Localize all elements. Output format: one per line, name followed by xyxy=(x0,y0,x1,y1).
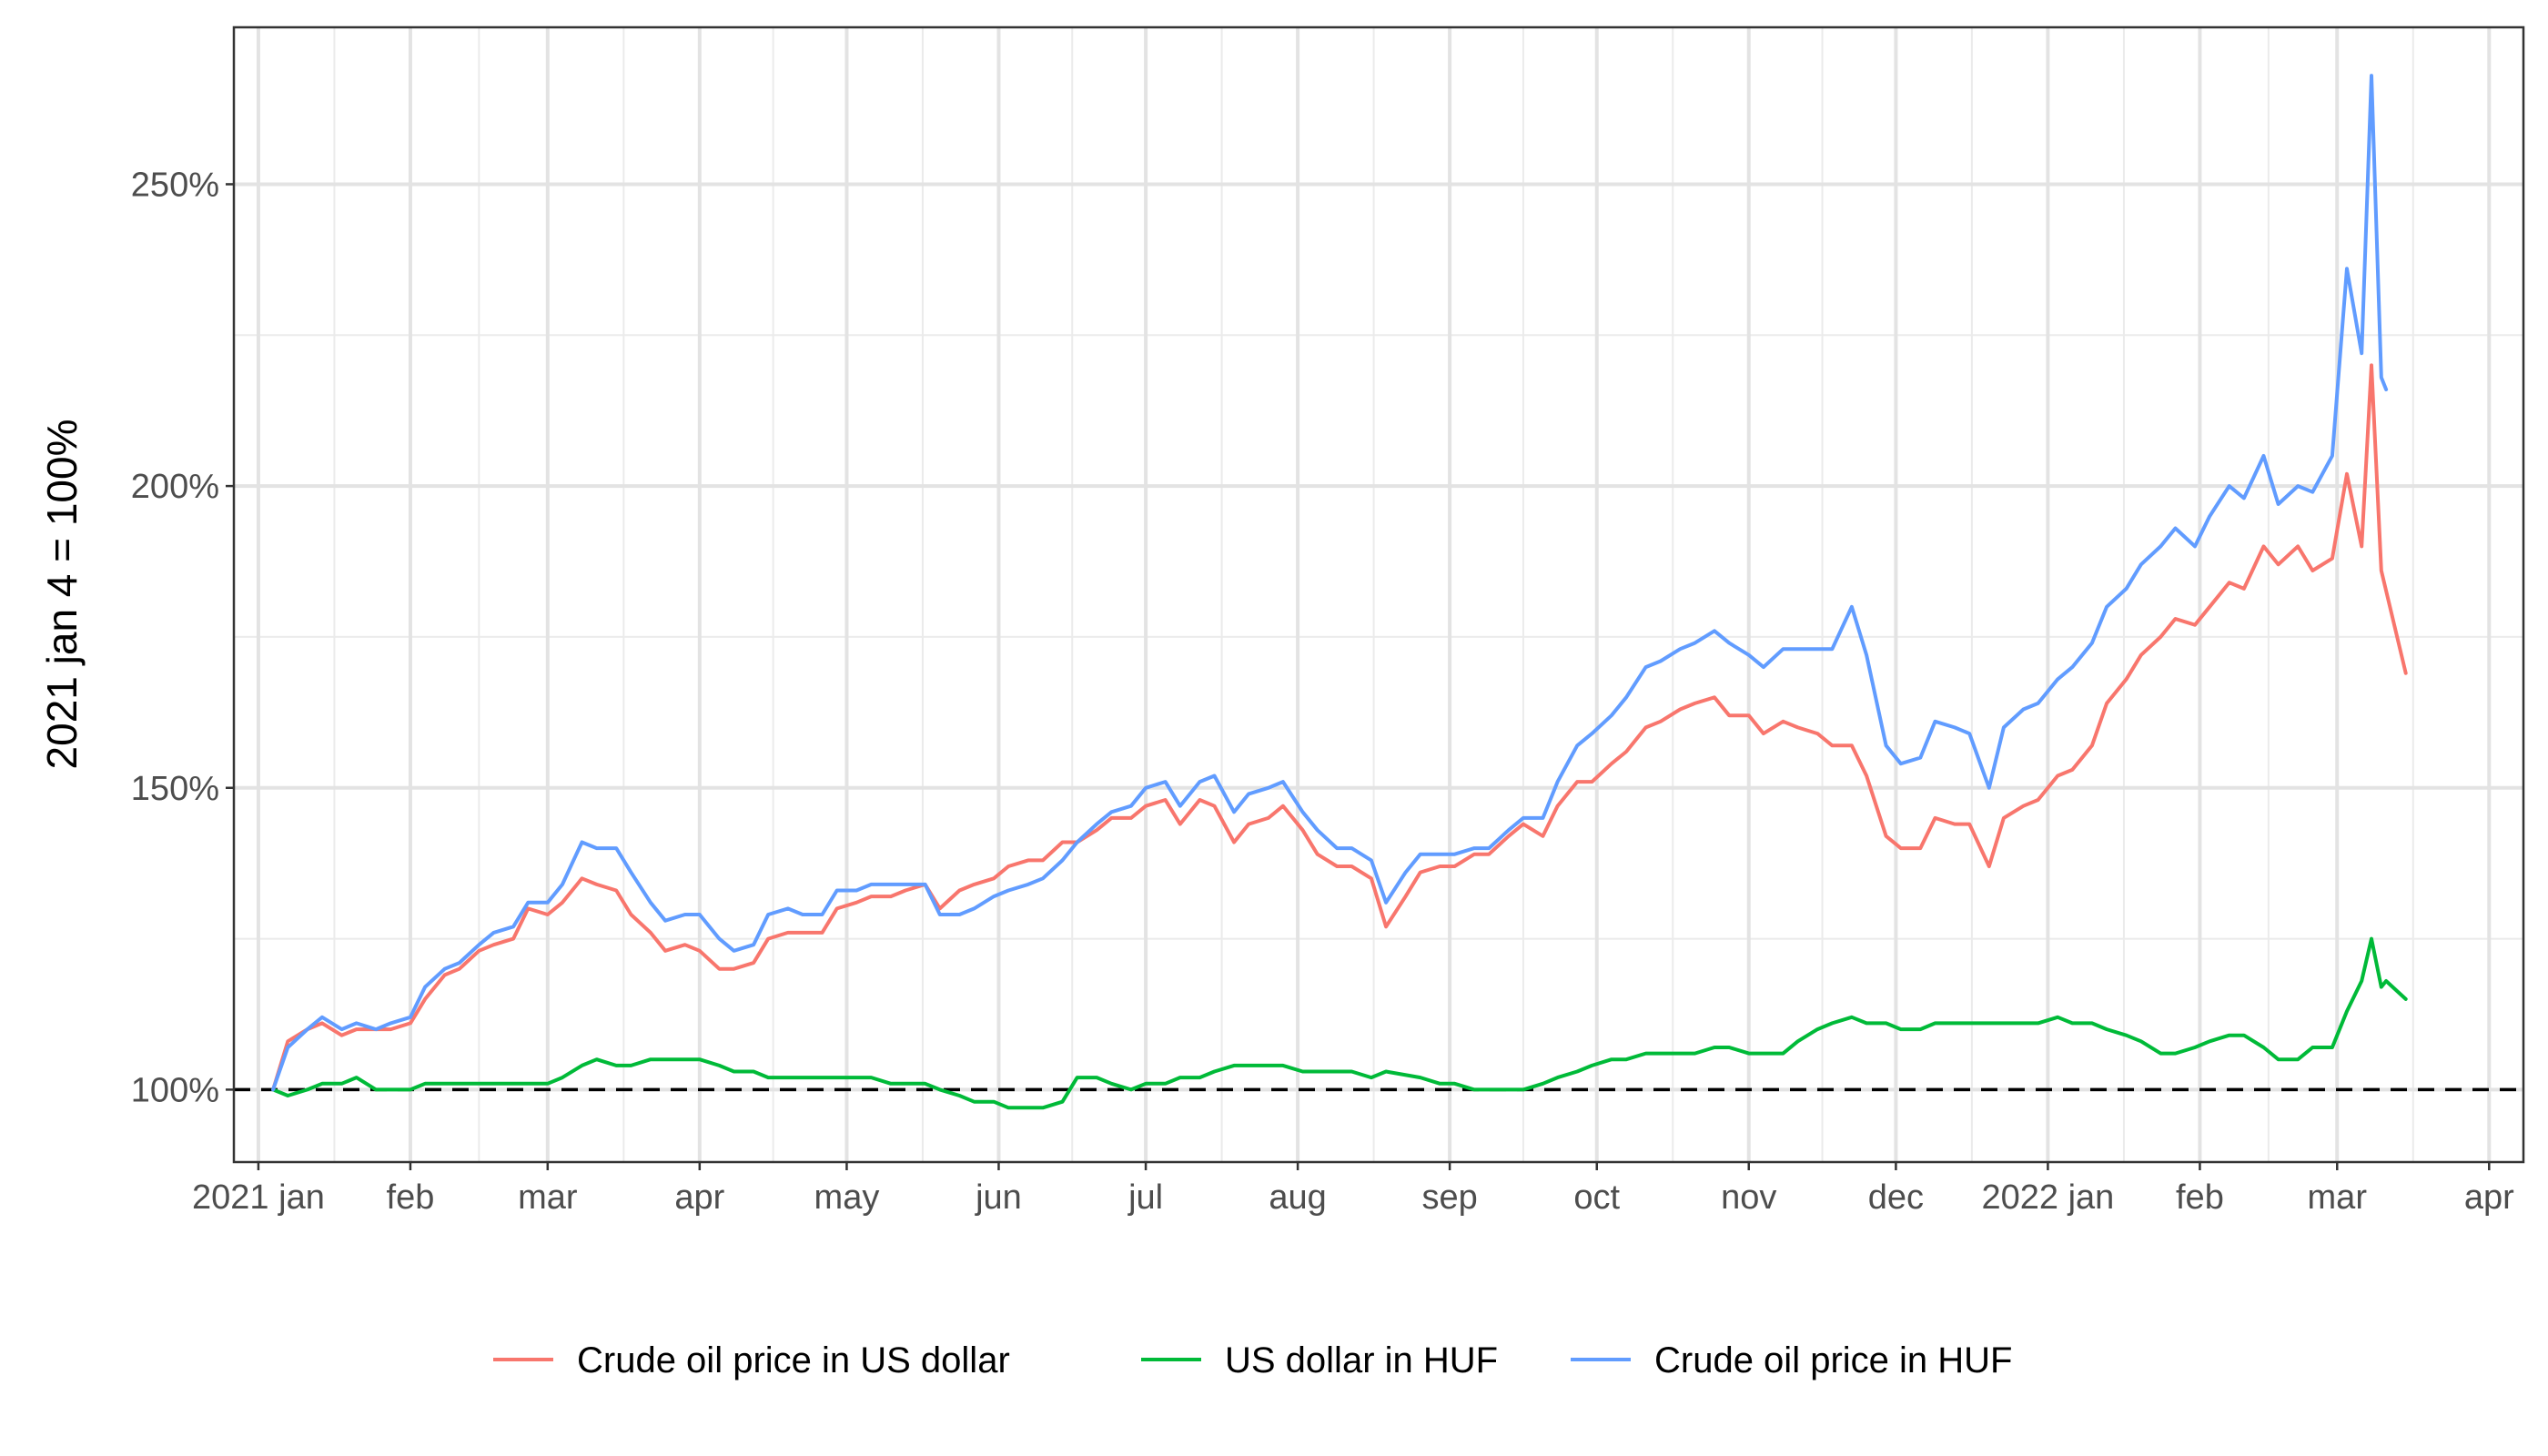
grid-minor xyxy=(234,27,2523,1162)
x-tick-label: jun xyxy=(975,1178,1022,1217)
plot-background xyxy=(234,27,2523,1162)
x-tick-label: mar xyxy=(2308,1178,2368,1217)
y-axis: 100% 150% 200% 250% xyxy=(131,166,234,1109)
x-tick-label: jul xyxy=(1127,1178,1163,1217)
series-line-2 xyxy=(271,936,2408,1110)
legend: Crude oil price in US dollar US dollar in… xyxy=(493,1340,2012,1380)
x-tick-label: oct xyxy=(1573,1178,1620,1217)
series-lines xyxy=(271,74,2408,1110)
x-tick-label: aug xyxy=(1269,1178,1326,1217)
y-axis-title: 2021 jan 4 = 100% xyxy=(38,420,86,770)
y-tick-label: 150% xyxy=(131,770,219,808)
legend-item: Crude oil price in HUF xyxy=(1571,1340,2012,1380)
legend-label: Crude oil price in US dollar xyxy=(577,1340,1010,1380)
x-tick-label: apr xyxy=(674,1178,724,1217)
legend-label: US dollar in HUF xyxy=(1225,1340,1498,1380)
x-tick-label: 2022 jan xyxy=(1981,1178,2114,1217)
legend-label: Crude oil price in HUF xyxy=(1654,1340,2012,1380)
grid-major xyxy=(234,27,2523,1162)
legend-item: US dollar in HUF xyxy=(1141,1340,1498,1380)
x-tick-label: sep xyxy=(1421,1178,1477,1217)
legend-item: Crude oil price in US dollar xyxy=(493,1340,1010,1380)
x-tick-label: feb xyxy=(2176,1178,2224,1217)
x-tick-label: nov xyxy=(1721,1178,1776,1217)
y-tick-label: 250% xyxy=(131,166,219,204)
x-tick-label: feb xyxy=(387,1178,435,1217)
x-tick-label: apr xyxy=(2464,1178,2514,1217)
x-tick-label: mar xyxy=(518,1178,578,1217)
x-tick-label: 2021 jan xyxy=(192,1178,325,1217)
x-axis: 2021 jan feb mar apr may jun jul aug sep oct nov de… xyxy=(192,1162,2514,1217)
plot-panel-border xyxy=(232,25,2525,1164)
y-tick-label: 100% xyxy=(131,1071,219,1109)
series-line-3 xyxy=(271,74,2389,1092)
series-line-1 xyxy=(271,363,2408,1092)
y-tick-label: 200% xyxy=(131,468,219,506)
x-tick-label: may xyxy=(814,1178,880,1217)
x-tick-label: dec xyxy=(1868,1178,1924,1217)
